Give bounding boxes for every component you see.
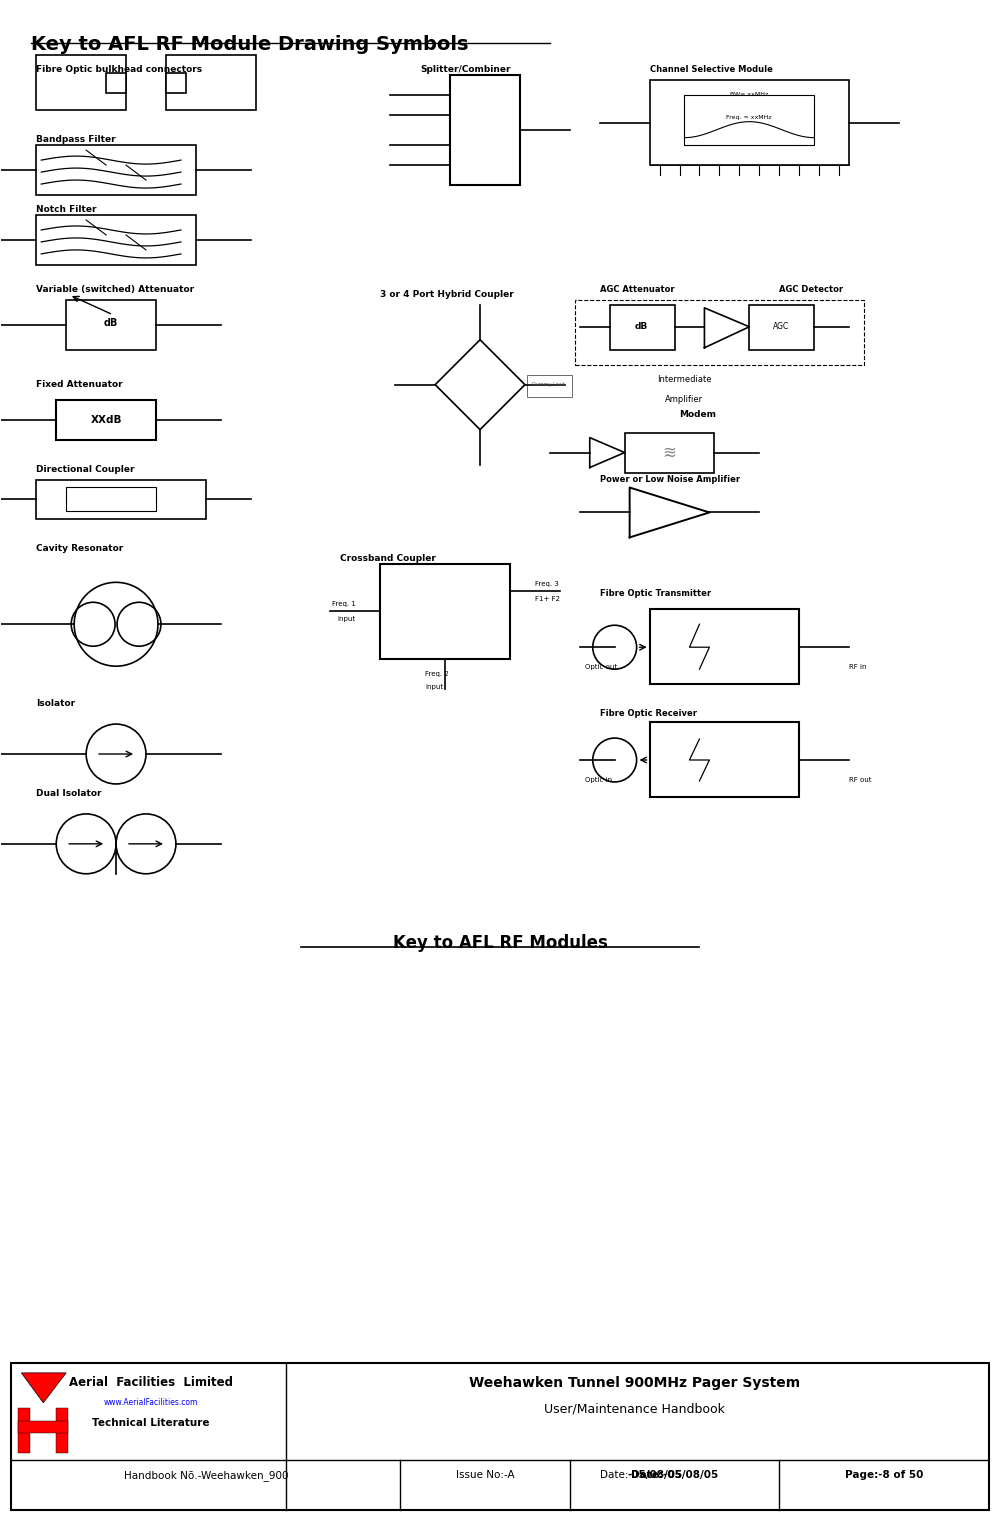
Text: Splitter/Combiner: Splitter/Combiner [420,65,511,74]
Text: Freq. 3: Freq. 3 [535,582,559,588]
Text: Fibre Optic Transmitter: Fibre Optic Transmitter [600,589,711,598]
Text: AGC Detector: AGC Detector [779,286,843,293]
Bar [625,433,714,472]
Text: Bandpass Filter: Bandpass Filter [36,135,116,144]
Text: Power or Low Noise Amplifier: Power or Low Noise Amplifier [600,474,740,483]
Bar [56,1408,68,1452]
Text: input: input [425,684,443,690]
Text: Directional Coupler: Directional Coupler [36,465,135,474]
Bar [18,1420,68,1432]
Text: Cavity Resonator: Cavity Resonator [36,544,124,553]
Bar [610,305,675,349]
Text: Freq. = xxMHz: Freq. = xxMHz [726,115,772,120]
Text: Fibre Optic bulkhead connectors: Fibre Optic bulkhead connectors [36,65,202,74]
Bar [56,399,156,439]
Text: Freq. 2: Freq. 2 [425,671,449,677]
Text: Channel Selective Module: Channel Selective Module [650,65,772,74]
Bar [749,305,814,349]
Text: AGC Attenuator: AGC Attenuator [600,286,674,293]
Text: Notch Filter: Notch Filter [36,205,97,214]
Bar [380,565,510,659]
Text: Optic out: Optic out [585,664,617,670]
Bar [18,1408,30,1452]
Bar [36,55,126,111]
Bar [650,722,799,797]
Bar [66,488,156,512]
Text: Crossband Coupler: Crossband Coupler [340,554,436,564]
Text: dB: dB [104,317,118,328]
Bar [11,1363,989,1510]
Text: RF in: RF in [849,664,867,670]
Text: Dummy Load: Dummy Load [532,383,565,387]
Bar [650,609,799,684]
Text: Key to AFL RF Modules: Key to AFL RF Modules [393,934,607,952]
Bar [450,76,520,185]
Bar [36,146,196,194]
Text: ≋: ≋ [663,444,676,462]
Text: XXdB: XXdB [90,415,122,425]
Text: input: input [337,617,355,623]
Text: User/Maintenance Handbook: User/Maintenance Handbook [544,1404,725,1416]
Text: dB: dB [635,322,648,331]
Text: Intermediate: Intermediate [657,375,712,384]
Text: F1+ F2: F1+ F2 [535,597,560,603]
Text: Key to AFL RF Module Drawing Symbols: Key to AFL RF Module Drawing Symbols [31,35,469,55]
Text: Aerial  Facilities  Limited: Aerial Facilities Limited [69,1376,233,1388]
Bar [106,73,126,93]
Text: Weehawken Tunnel 900MHz Pager System: Weehawken Tunnel 900MHz Pager System [469,1376,800,1390]
Bar [36,480,206,519]
Text: Variable (switched) Attenuator: Variable (switched) Attenuator [36,286,194,293]
Text: Dual Isolator: Dual Isolator [36,788,102,797]
Polygon shape [21,1373,66,1404]
Text: RF out: RF out [849,776,872,782]
Bar [575,299,864,365]
Text: Isolator: Isolator [36,699,75,708]
Text: Technical Literature: Technical Literature [92,1417,210,1428]
Bar [166,73,186,93]
Text: Amplifier: Amplifier [665,395,704,404]
Text: AGC: AGC [773,322,789,331]
Bar [684,96,814,146]
Text: Handbook Nō.-Weehawken_900: Handbook Nō.-Weehawken_900 [124,1470,288,1481]
Bar [36,216,196,264]
Text: Date:-05/08/05: Date:-05/08/05 [631,1470,718,1480]
Text: Freq. 1: Freq. 1 [332,602,355,608]
Text: 3 or 4 Port Hybrid Coupler: 3 or 4 Port Hybrid Coupler [380,290,514,299]
Text: Date:: Date: [600,1470,628,1480]
Text: Optic in: Optic in [585,776,612,782]
Text: Modem: Modem [680,410,716,419]
Text: BW= xxMHz: BW= xxMHz [730,93,768,97]
Text: Fixed Attenuator: Fixed Attenuator [36,380,123,389]
Bar [166,55,256,111]
Text: Issue No:-A: Issue No:-A [456,1470,514,1480]
Text: Page:-8 of 50: Page:-8 of 50 [845,1470,923,1480]
Bar [66,299,156,349]
Text: -05/08/05: -05/08/05 [628,1470,683,1480]
Text: www.AerialFacilities.com: www.AerialFacilities.com [104,1397,198,1407]
Text: Fibre Optic Receiver: Fibre Optic Receiver [600,709,697,718]
Bar [650,81,849,166]
Bar [527,375,572,396]
